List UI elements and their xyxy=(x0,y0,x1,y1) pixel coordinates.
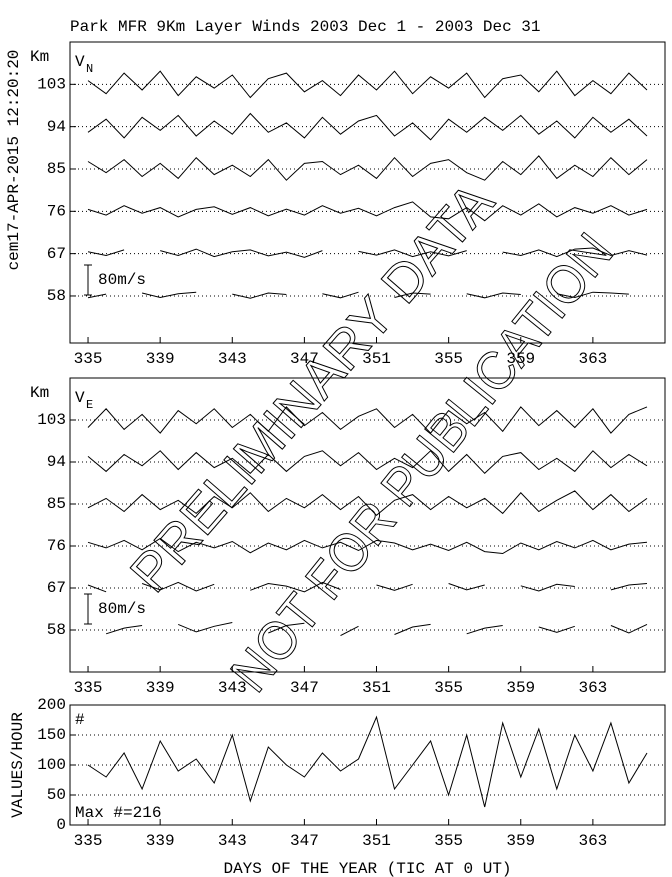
y-tick-label: 58 xyxy=(47,621,66,639)
y-tick-label: 67 xyxy=(47,579,66,597)
x-tick-label: 343 xyxy=(218,350,247,368)
x-tick-label: 347 xyxy=(290,832,319,850)
x-tick-label: 343 xyxy=(218,832,247,850)
y-tick-label: 103 xyxy=(37,411,66,429)
y-axis-label: VALUES/HOUR xyxy=(9,712,27,818)
x-tick-label: 343 xyxy=(218,679,247,697)
plot-frame xyxy=(69,377,666,673)
y-tick-label: 67 xyxy=(47,245,66,263)
scale-bar-label: 80m/s xyxy=(98,271,146,289)
x-tick-label: 347 xyxy=(290,679,319,697)
panel-label-sub: N xyxy=(86,62,93,76)
x-tick-label: 359 xyxy=(506,679,535,697)
data-line xyxy=(87,112,648,141)
y-tick-label: 58 xyxy=(47,287,66,305)
timestamp: cem17-APR-2015 12:20:20 xyxy=(5,50,23,271)
x-tick-label: 339 xyxy=(146,832,175,850)
y-tick-label: 85 xyxy=(47,495,66,513)
x-tick-label: 355 xyxy=(434,679,463,697)
data-line xyxy=(87,406,648,434)
x-tick-label: 355 xyxy=(434,350,463,368)
y-tick-label: 76 xyxy=(47,203,66,221)
x-tick-label: 339 xyxy=(146,350,175,368)
y-tick-label: 85 xyxy=(47,160,66,178)
x-tick-label: 359 xyxy=(506,350,535,368)
y-tick-label: 0 xyxy=(56,816,66,834)
scale-bar-label: 80m/s xyxy=(98,600,146,618)
x-tick-label: 335 xyxy=(74,350,103,368)
x-tick-label: 351 xyxy=(362,679,391,697)
y-tick-label: 76 xyxy=(47,537,66,555)
data-line xyxy=(87,70,648,99)
plot-frame xyxy=(69,41,666,344)
data-line xyxy=(87,247,648,258)
data-line xyxy=(87,155,648,181)
y-tick-label: 100 xyxy=(37,756,66,774)
x-axis-label: DAYS OF THE YEAR (TIC AT 0 UT) xyxy=(223,860,511,877)
x-tick-label: 363 xyxy=(578,350,607,368)
data-line xyxy=(87,537,648,555)
x-tick-label: 351 xyxy=(362,832,391,850)
x-tick-label: 359 xyxy=(506,832,535,850)
panel-label-sub: E xyxy=(86,398,93,412)
x-tick-label: 351 xyxy=(362,350,391,368)
y-tick-label: 103 xyxy=(37,76,66,94)
y-axis-label: Km xyxy=(30,384,49,402)
x-tick-label: 335 xyxy=(74,832,103,850)
chart-title: Park MFR 9Km Layer Winds 2003 Dec 1 - 20… xyxy=(70,18,540,36)
data-line xyxy=(87,581,648,593)
data-line xyxy=(87,291,629,299)
x-tick-label: 335 xyxy=(74,679,103,697)
data-line xyxy=(87,490,648,516)
y-axis-label: Km xyxy=(30,48,49,66)
data-line xyxy=(87,201,648,222)
y-tick-label: 50 xyxy=(47,786,66,804)
data-line xyxy=(87,715,648,808)
annotation: # xyxy=(75,711,85,729)
panel-label: V xyxy=(75,389,85,407)
y-tick-label: 94 xyxy=(47,118,66,136)
x-tick-label: 363 xyxy=(578,832,607,850)
x-tick-label: 339 xyxy=(146,679,175,697)
y-tick-label: 200 xyxy=(37,696,66,714)
x-tick-label: 347 xyxy=(290,350,319,368)
max-label: Max #=216 xyxy=(75,804,161,822)
y-tick-label: 150 xyxy=(37,726,66,744)
data-line xyxy=(105,622,648,637)
data-line xyxy=(87,450,648,475)
x-tick-label: 363 xyxy=(578,679,607,697)
panel-label: V xyxy=(75,53,85,71)
x-tick-label: 355 xyxy=(434,832,463,850)
y-tick-label: 94 xyxy=(47,453,66,471)
